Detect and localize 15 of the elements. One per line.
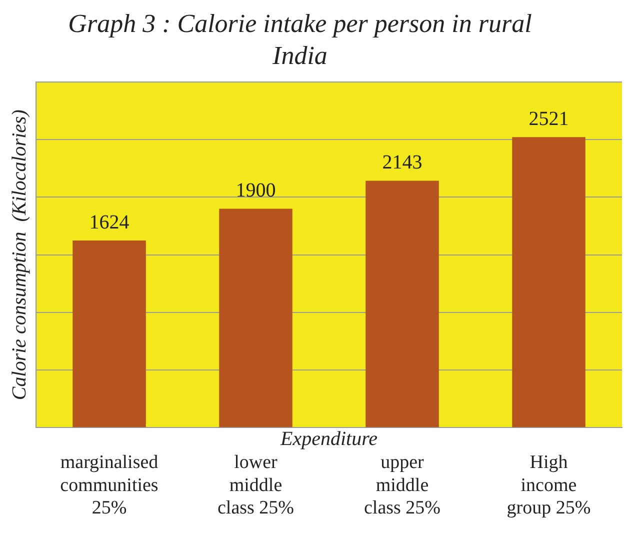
data-label: 2143 (382, 152, 422, 174)
x-axis-title: Expenditure (279, 428, 378, 450)
x-tick-label: lower middle class 25% (217, 452, 294, 519)
y-axis-title: Calorie consumption (Kilocalories) (8, 109, 30, 400)
data-label: 2521 (528, 108, 569, 130)
x-tick-label: upper middle class 25% (364, 452, 441, 519)
bar (219, 208, 292, 428)
chart-title: Graph 3 : Calorie intake per person in rural India (67, 8, 533, 72)
x-tick-label: High income group 25% (506, 452, 591, 519)
x-tick-label: marginalised communities 25% (60, 452, 159, 519)
bar (512, 137, 586, 428)
bar (72, 240, 146, 428)
data-label: 1900 (236, 180, 276, 202)
bar (366, 180, 439, 428)
data-label: 1624 (89, 212, 130, 234)
